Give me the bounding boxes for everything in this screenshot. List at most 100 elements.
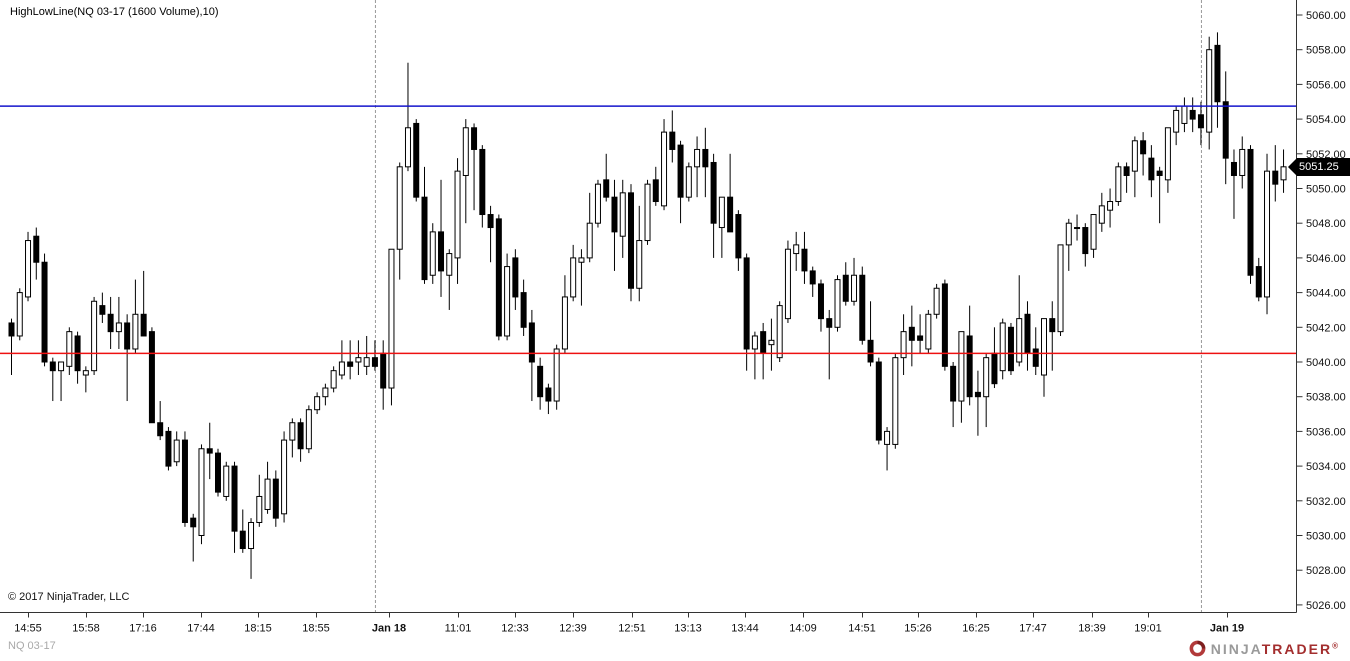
y-axis-label: 5028.00 xyxy=(1306,565,1346,577)
candle xyxy=(710,153,717,258)
candle xyxy=(272,470,279,527)
candle xyxy=(644,179,651,245)
candle xyxy=(314,392,321,415)
candle xyxy=(1206,36,1213,150)
y-axis[interactable]: 5060.00 5058.00 5056.00 5054.00 5052.00 5050.… xyxy=(1296,0,1346,613)
y-axis-label: 5056.00 xyxy=(1306,79,1346,91)
candle xyxy=(834,275,841,332)
candle xyxy=(1189,97,1196,133)
candle xyxy=(917,314,924,354)
candle xyxy=(297,418,304,462)
x-axis-label: 16:25 xyxy=(962,623,990,635)
candle xyxy=(735,210,742,271)
candle xyxy=(446,249,453,310)
candle xyxy=(148,327,155,424)
candle xyxy=(611,179,618,271)
candle xyxy=(289,418,296,458)
candle xyxy=(570,244,577,302)
y-axis-label: 5050.00 xyxy=(1306,184,1346,196)
x-axis[interactable]: 14:55 15:58 17:16 17:44 18:15 18:55 Jan 18 11:0… xyxy=(0,612,1297,635)
candle xyxy=(429,223,436,284)
candle xyxy=(1230,149,1237,219)
candle xyxy=(875,357,882,445)
x-axis-label: 18:39 xyxy=(1078,623,1106,635)
y-axis-label: 5042.00 xyxy=(1306,322,1346,334)
candle xyxy=(1123,162,1130,193)
candle xyxy=(107,296,114,349)
candle xyxy=(900,314,907,376)
candle xyxy=(281,431,288,523)
candle xyxy=(867,301,874,367)
candle xyxy=(908,305,915,367)
candle xyxy=(239,509,246,553)
y-axis-label: 5046.00 xyxy=(1306,253,1346,265)
candle xyxy=(462,119,469,224)
candle xyxy=(1280,149,1287,193)
candle xyxy=(652,166,659,206)
candle xyxy=(1065,218,1072,271)
y-axis-label: 5044.00 xyxy=(1306,288,1346,300)
x-axis-label: 14:55 xyxy=(14,623,42,635)
candle xyxy=(793,231,800,271)
candle xyxy=(603,153,610,202)
candle xyxy=(933,283,940,319)
candle xyxy=(1247,145,1254,284)
candle xyxy=(438,179,445,297)
candle xyxy=(347,340,354,380)
x-axis-label: 12:33 xyxy=(501,623,529,635)
candle xyxy=(1222,71,1229,185)
candle xyxy=(619,179,626,258)
copyright-text: © 2017 NinjaTrader, LLC xyxy=(8,591,130,603)
candle xyxy=(49,357,56,402)
candle xyxy=(594,179,601,228)
logo-registered-mark: ® xyxy=(1332,640,1340,650)
candle xyxy=(132,279,139,354)
candle xyxy=(694,136,701,198)
candle xyxy=(504,253,511,341)
x-axis-label: 18:55 xyxy=(302,623,330,635)
candle xyxy=(941,279,948,371)
candle xyxy=(520,279,527,336)
ninjatrader-logo-icon xyxy=(1189,640,1206,657)
candle xyxy=(842,262,849,306)
candle xyxy=(768,318,775,371)
indicator-title: HighLowLine(NQ 03-17 (1600 Volume),10) xyxy=(10,6,219,18)
candle xyxy=(991,327,998,389)
x-axis-label: Jan 18 xyxy=(372,623,406,635)
candle xyxy=(82,366,89,393)
x-axis-label: 19:01 xyxy=(1134,623,1162,635)
candle xyxy=(165,427,172,471)
candle xyxy=(355,340,362,376)
y-axis-label: 5048.00 xyxy=(1306,218,1346,230)
x-axis-label: 11:01 xyxy=(445,623,472,635)
candle xyxy=(1164,127,1171,193)
x-axis-label: 13:13 xyxy=(674,623,702,635)
candle xyxy=(1181,97,1188,133)
candle xyxy=(528,309,535,402)
candle xyxy=(512,249,519,310)
candle xyxy=(859,266,866,345)
candle xyxy=(884,427,891,471)
highlow-indicator-lines[interactable] xyxy=(0,105,1296,355)
x-axis-label: 18:15 xyxy=(244,623,272,635)
candle xyxy=(1041,318,1047,397)
logo-text: NINJATRADER® xyxy=(1211,641,1340,657)
candle xyxy=(404,62,411,172)
candle xyxy=(628,184,634,302)
candle xyxy=(578,249,585,306)
candle xyxy=(1049,301,1056,371)
candle xyxy=(958,331,965,423)
candle xyxy=(16,288,23,341)
candle xyxy=(1173,106,1180,146)
candle xyxy=(727,153,734,233)
candle xyxy=(388,248,395,406)
candle xyxy=(1024,301,1031,371)
candle xyxy=(1255,257,1262,302)
y-axis-label: 5038.00 xyxy=(1306,392,1346,404)
candles xyxy=(8,32,1287,579)
candle xyxy=(1272,145,1279,202)
candle xyxy=(1156,166,1163,224)
candle xyxy=(983,353,990,428)
candle xyxy=(181,431,188,527)
